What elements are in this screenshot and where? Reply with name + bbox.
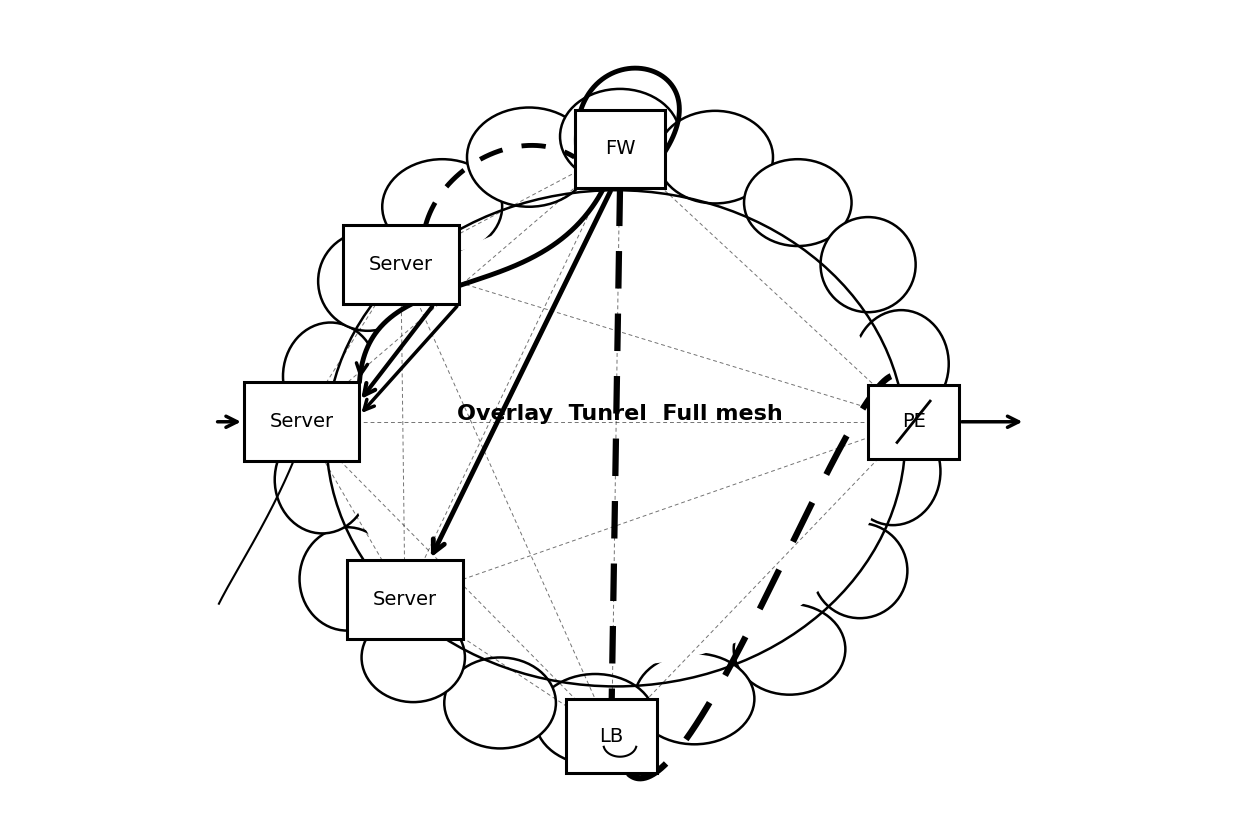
Bar <box>868 385 959 459</box>
Text: Overlay  Tunrel  Full mesh: Overlay Tunrel Full mesh <box>458 404 782 423</box>
Ellipse shape <box>635 653 754 744</box>
Bar <box>343 225 459 304</box>
Ellipse shape <box>300 528 394 630</box>
Bar <box>244 382 360 461</box>
Ellipse shape <box>343 211 889 666</box>
Bar <box>347 561 463 638</box>
Ellipse shape <box>812 523 908 619</box>
Ellipse shape <box>275 426 370 533</box>
Text: Server: Server <box>373 590 436 609</box>
Ellipse shape <box>319 232 418 331</box>
Ellipse shape <box>846 418 940 525</box>
Ellipse shape <box>657 111 773 203</box>
Ellipse shape <box>467 108 591 207</box>
Ellipse shape <box>560 89 680 184</box>
Text: Server: Server <box>368 256 433 274</box>
Ellipse shape <box>734 604 846 695</box>
Ellipse shape <box>319 182 914 695</box>
Ellipse shape <box>444 657 556 748</box>
Text: Server: Server <box>269 413 334 431</box>
Text: LB: LB <box>600 727 624 745</box>
Ellipse shape <box>283 323 378 430</box>
Text: PE: PE <box>901 413 925 431</box>
Bar <box>574 110 666 189</box>
Ellipse shape <box>853 310 949 418</box>
Ellipse shape <box>382 159 502 255</box>
Bar <box>567 699 657 773</box>
Ellipse shape <box>744 159 852 246</box>
Text: FW: FW <box>605 140 635 158</box>
Ellipse shape <box>362 613 465 702</box>
Ellipse shape <box>821 217 915 313</box>
Ellipse shape <box>536 674 655 765</box>
